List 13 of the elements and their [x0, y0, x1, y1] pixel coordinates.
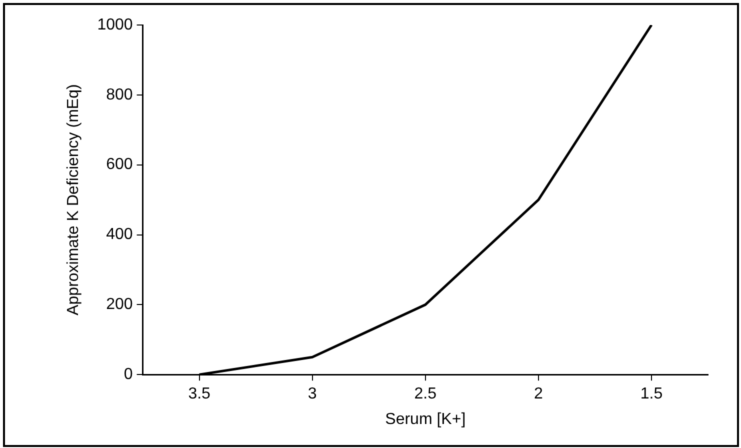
y-tick-label: 800 [106, 86, 133, 104]
x-tick-label: 3.5 [188, 386, 211, 403]
x-tick-label: 1.5 [640, 386, 663, 403]
x-axis-title: Serum [K+] [385, 410, 466, 428]
x-tick-label: 2.5 [414, 386, 437, 403]
y-tick-label: 400 [106, 226, 133, 244]
x-tick-label: 3 [308, 386, 317, 403]
y-tick-label: 200 [106, 296, 133, 314]
y-tick-label: 600 [106, 156, 133, 174]
y-axis-title: Approximate K Deficiency (mEq) [65, 84, 82, 316]
y-tick-label: 1000 [97, 16, 133, 34]
y-tick-label: 0 [124, 366, 133, 384]
x-tick-label: 2 [534, 386, 543, 403]
